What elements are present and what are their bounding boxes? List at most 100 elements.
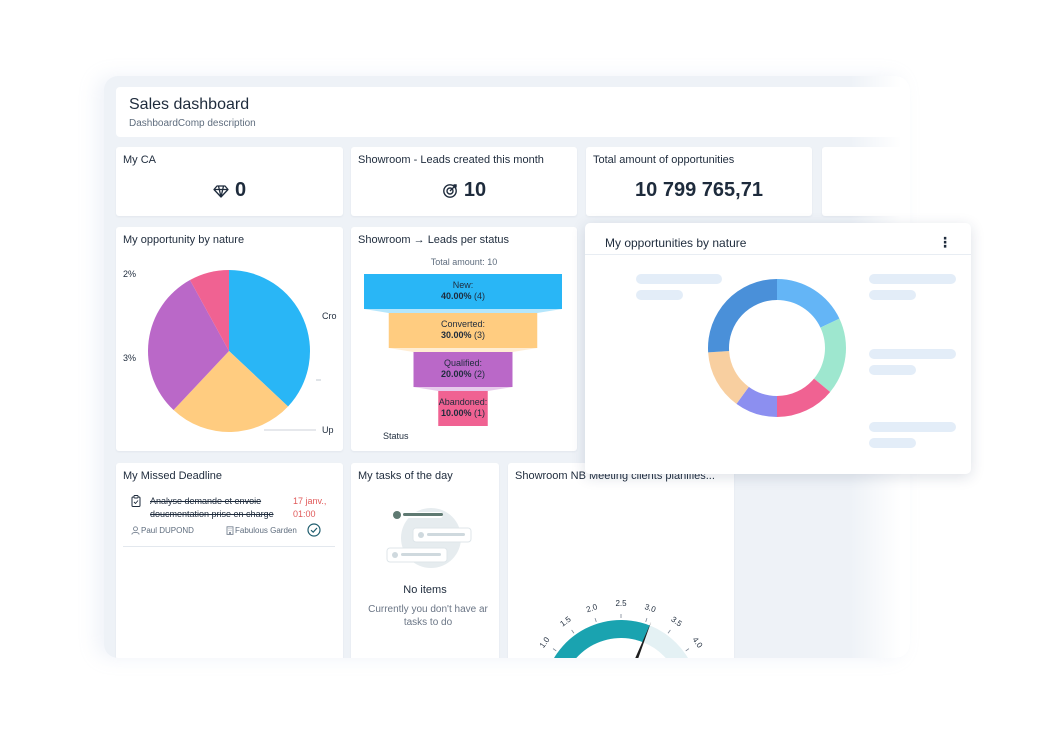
- gauge-tick: [645, 617, 648, 623]
- pie-slice[interactable]: [229, 270, 310, 407]
- donut-slice[interactable]: [813, 318, 846, 392]
- funnel-category-label: Converted:: [441, 319, 485, 329]
- kpi-value: 10: [463, 179, 487, 201]
- funnel-category-label: Abandoned:: [439, 397, 488, 407]
- pie-label-right-bottom: Up: [322, 425, 334, 435]
- funnel-category-label: Qualified:: [444, 358, 482, 368]
- gauge-tick: [667, 629, 671, 634]
- task-time: 01:00: [293, 509, 316, 519]
- gauge-tick-label: 1.0: [538, 635, 552, 650]
- gauge-chart: 00.51.01.52.02.53.03.54.04.55.0: [538, 599, 705, 658]
- donut-slice[interactable]: [777, 378, 831, 417]
- gauge-chart-card[interactable]: Showroom NB Meeting clients planifiés...…: [508, 463, 734, 658]
- funnel-axis-label: Status: [383, 431, 409, 441]
- funnel-chart-card[interactable]: Showroom → Leads per status Total amount…: [351, 227, 577, 451]
- donut-slice[interactable]: [736, 386, 777, 417]
- task-title-line: doucmentation prise en charge: [150, 509, 274, 519]
- funnel-bar[interactable]: [364, 274, 562, 309]
- kpi-value: 0: [234, 179, 247, 201]
- funnel-category-label: New:: [453, 280, 474, 290]
- card-title: My Missed Deadline: [123, 470, 223, 482]
- floating-donut-card[interactable]: My opportunities by nature ⋮: [585, 223, 971, 474]
- divider: [585, 254, 971, 255]
- kpi-card-my-ca[interactable]: My CA 0: [116, 147, 343, 216]
- donut-slice[interactable]: [708, 351, 749, 404]
- kpi-value: 10 799 765,71: [635, 179, 763, 201]
- empty-state-text: Currently you don't have ar: [368, 604, 488, 615]
- funnel-value-label: 10.00% (1): [441, 408, 485, 418]
- funnel-bar[interactable]: [438, 391, 488, 426]
- gauge-tick: [571, 629, 575, 634]
- pie-label-right-top: Cro: [322, 311, 337, 321]
- funnel-chart: New:40.00% (4) Converted:30.00% (3) Qualif…: [364, 274, 562, 426]
- gauge-band: [554, 620, 650, 658]
- pie-label-left-mid: 3%: [123, 353, 136, 363]
- gauge-tick-label: 3.0: [643, 602, 657, 614]
- kpi-card-partial: [822, 147, 910, 216]
- funnel-total: Total amount: 10: [430, 257, 498, 267]
- funnel-value-label: 40.00% (4): [441, 291, 485, 301]
- gauge-tick-label: 2.0: [585, 602, 599, 614]
- user-icon: [131, 526, 140, 535]
- pie-slice[interactable]: [173, 351, 289, 432]
- kpi-card-leads-month[interactable]: Showroom - Leads created this month 10: [351, 147, 577, 216]
- legend-placeholder: [869, 365, 916, 375]
- pie-slice[interactable]: [189, 270, 229, 351]
- pie-chart-card[interactable]: My opportunity by nature 2% 3% Cro Up: [116, 227, 343, 451]
- task-date: 17 janv.,: [293, 496, 327, 506]
- chart-title: Showroom → Leads per status: [358, 234, 510, 246]
- chart-title: My opportunities by nature: [605, 236, 747, 250]
- gauge-tick-label: 4.0: [690, 635, 704, 650]
- card-title: My tasks of the day: [358, 470, 453, 482]
- gauge-tick-label: 2.5: [615, 599, 627, 608]
- gauge-tick: [552, 648, 557, 652]
- funnel-connector: [364, 309, 562, 313]
- empty-state-text: tasks to do: [403, 617, 453, 628]
- gauge-tick: [685, 648, 690, 652]
- funnel-connector: [413, 387, 513, 391]
- kpi-card-total-opportunities[interactable]: Total amount of opportunities 10 799 765…: [586, 147, 812, 216]
- funnel-bar[interactable]: [388, 313, 538, 348]
- funnel-value-label: 30.00% (3): [441, 330, 485, 340]
- pie-slice[interactable]: [148, 280, 229, 411]
- clipboard-icon: [131, 495, 141, 507]
- missed-deadline-card[interactable]: My Missed Deadline Analyse demande et en…: [116, 463, 343, 658]
- pie-label-left-top: 2%: [123, 269, 136, 279]
- task-owner: Paul DUPOND: [141, 526, 194, 535]
- chart-title: My opportunity by nature: [123, 234, 245, 246]
- empty-state-title: No items: [403, 584, 447, 596]
- task-title-line: Analyse demande et envoie: [150, 496, 262, 506]
- gauge-needle: [635, 621, 652, 658]
- target-icon: [442, 183, 457, 198]
- page-description: DashboardComp description: [129, 118, 256, 129]
- dashboard-header: Sales dashboard DashboardComp descriptio…: [116, 87, 910, 137]
- legend-placeholder: [869, 290, 916, 300]
- legend-placeholder: [869, 349, 956, 359]
- funnel-value-label: 20.00% (2): [441, 369, 485, 379]
- task-company: Fabulous Garden: [235, 526, 297, 535]
- legend-placeholder: [636, 290, 683, 300]
- gauge-tick-label: 1.5: [558, 614, 573, 628]
- donut-chart: [708, 279, 846, 417]
- legend-placeholder: [869, 274, 956, 284]
- kpi-title: Total amount of opportunities: [593, 154, 735, 166]
- gauge-tick: [594, 617, 597, 623]
- tasks-of-day-card[interactable]: My tasks of the day No items Currently y…: [351, 463, 499, 658]
- legend-placeholder: [869, 438, 916, 448]
- donut-slice[interactable]: [708, 279, 777, 353]
- check-circle-icon[interactable]: [307, 523, 321, 537]
- list-item[interactable]: Analyse demande et envoie doucmentation …: [123, 489, 335, 547]
- legend-placeholder: [636, 274, 722, 284]
- gauge-tick-label: 3.5: [669, 615, 684, 629]
- kpi-title: My CA: [123, 154, 156, 166]
- funnel-bar[interactable]: [413, 352, 513, 387]
- funnel-connector: [388, 348, 538, 352]
- donut-slice[interactable]: [777, 279, 840, 328]
- kpi-title: Showroom - Leads created this month: [358, 154, 544, 166]
- page-title: Sales dashboard: [129, 96, 250, 113]
- diamond-icon: [213, 185, 229, 198]
- pie-chart: 2% 3% Cro Up: [123, 269, 337, 435]
- empty-list-illustration: [386, 508, 472, 568]
- legend-placeholder: [869, 422, 956, 432]
- building-icon: [226, 526, 234, 535]
